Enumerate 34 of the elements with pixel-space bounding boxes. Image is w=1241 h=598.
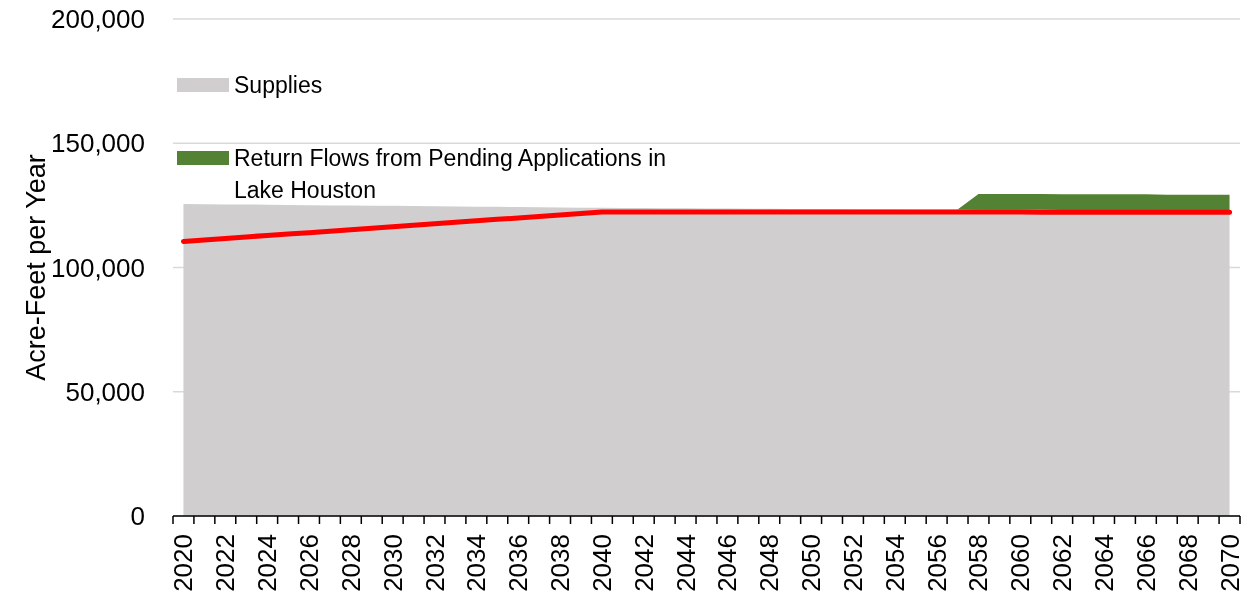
x-tick-label: 2054 — [879, 534, 910, 592]
x-tick-label: 2064 — [1089, 534, 1120, 592]
x-tick-label: 2030 — [377, 534, 408, 592]
x-tick-label: 2070 — [1214, 534, 1241, 592]
x-tick-label: 2034 — [461, 534, 492, 592]
x-tick-label: 2028 — [335, 534, 366, 592]
x-tick-label: 2040 — [586, 534, 617, 592]
x-tick-label: 2042 — [628, 534, 659, 592]
x-tick-label: 2052 — [837, 534, 868, 592]
legend-label: Return Flows from Pending Applications in Lake Houston — [234, 145, 667, 203]
y-tick-label: 200,000 — [51, 4, 145, 34]
x-tick-label: 2044 — [670, 534, 701, 592]
x-tick-label: 2036 — [503, 534, 534, 592]
x-tick-label: 2022 — [210, 534, 241, 592]
x-tick-label: 2046 — [712, 534, 743, 592]
y-axis-title: Acre-Feet per Year — [21, 154, 51, 381]
legend-label: Supplies — [234, 72, 323, 98]
x-tick-label: 2068 — [1172, 534, 1203, 592]
x-tick-label: 2066 — [1130, 534, 1161, 592]
y-tick-label: 100,000 — [51, 252, 145, 283]
x-tick-label: 2050 — [796, 534, 827, 592]
x-tick-label: 2062 — [1047, 534, 1078, 592]
y-tick-label: 50,000 — [65, 376, 145, 407]
y-tick-label: 150,000 — [51, 128, 145, 159]
y-tick-label: 0 — [130, 501, 145, 531]
x-tick-label: 2032 — [419, 534, 450, 592]
x-tick-label: 2048 — [754, 534, 785, 592]
x-tick-label: 2058 — [963, 534, 994, 592]
x-tick-label: 2026 — [293, 534, 324, 592]
x-tick-label: 2056 — [921, 534, 952, 592]
x-tick-label: 2024 — [252, 534, 283, 592]
x-tick-label: 2038 — [545, 534, 576, 592]
x-tick-label: 2060 — [1005, 534, 1036, 592]
x-tick-label: 2020 — [168, 534, 199, 592]
